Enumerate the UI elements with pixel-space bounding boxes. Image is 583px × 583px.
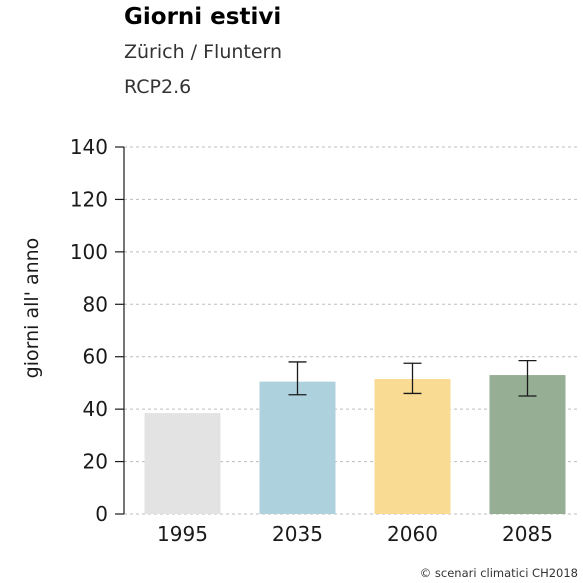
x-tick-label: 1995 (157, 522, 208, 546)
y-tick-label: 40 (83, 397, 108, 421)
y-tick-label: 20 (83, 450, 108, 474)
x-tick-label: 2035 (272, 522, 323, 546)
bar-2060 (374, 378, 451, 514)
x-tick-label: 2060 (387, 522, 438, 546)
y-tick-label: 0 (95, 502, 108, 526)
error-bars (288, 359, 537, 397)
chart-title: Giorni estivi (124, 4, 281, 30)
y-tick-label: 60 (83, 345, 108, 369)
chart-scenario: RCP2.6 (124, 76, 191, 98)
y-tick-label: 120 (70, 187, 108, 211)
bars (144, 375, 566, 514)
bar-2035 (259, 381, 336, 514)
y-tick-labels: 0 20 40 60 80 100 120 140 (70, 135, 108, 526)
y-tick-label: 80 (83, 292, 108, 316)
chart-subtitle: Zürich / Fluntern (124, 41, 282, 63)
x-tick-labels: 1995 2035 2060 2085 (157, 522, 553, 546)
credit-text: © scenari climatici CH2018 (420, 566, 578, 580)
bar-1995 (144, 413, 221, 514)
x-tick-label: 2085 (502, 522, 553, 546)
y-axis (115, 146, 125, 515)
y-tick-label: 140 (70, 135, 108, 159)
y-tick-label: 100 (70, 240, 108, 264)
y-axis-label: giorni all' anno (21, 238, 43, 379)
bar-2085 (489, 375, 566, 514)
